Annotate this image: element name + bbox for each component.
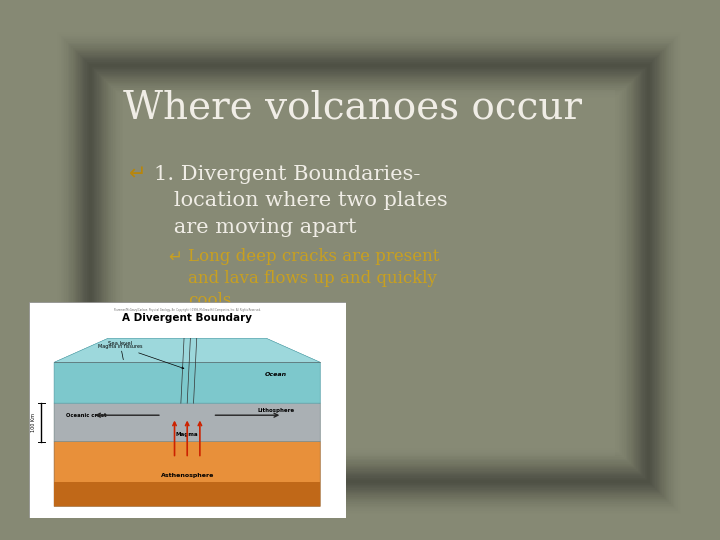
Text: Magma: Magma bbox=[176, 432, 199, 437]
Text: Lithosphere: Lithosphere bbox=[257, 408, 294, 413]
Polygon shape bbox=[54, 339, 320, 362]
Polygon shape bbox=[54, 482, 320, 507]
Text: Oceanic crust: Oceanic crust bbox=[66, 413, 106, 418]
Text: A Divergent Boundary: A Divergent Boundary bbox=[122, 313, 252, 323]
Polygon shape bbox=[54, 379, 320, 442]
Text: Ocean: Ocean bbox=[265, 372, 287, 377]
Text: 100 Km: 100 Km bbox=[31, 413, 36, 432]
Text: Where volcanoes occur: Where volcanoes occur bbox=[124, 90, 582, 127]
Text: Sea level: Sea level bbox=[108, 341, 132, 360]
Polygon shape bbox=[54, 339, 320, 403]
Polygon shape bbox=[54, 417, 320, 507]
Text: ↵: ↵ bbox=[168, 248, 182, 266]
Bar bbox=[124, 90, 615, 456]
Text: 1. Divergent Boundaries-
   location where two plates
   are moving apart: 1. Divergent Boundaries- location where … bbox=[154, 165, 448, 237]
Text: Plummer/McGeary/Carlson  Physical Geology, 8e  Copyright ©1999, McGraw-Hill Comp: Plummer/McGeary/Carlson Physical Geology… bbox=[114, 308, 261, 313]
Text: ↵: ↵ bbox=[129, 165, 147, 185]
Text: Long deep cracks are present
and lava flows up and quickly
cools: Long deep cracks are present and lava fl… bbox=[188, 248, 439, 309]
Text: Magma in fissures: Magma in fissures bbox=[99, 344, 184, 369]
Text: Asthenosphere: Asthenosphere bbox=[161, 472, 214, 478]
